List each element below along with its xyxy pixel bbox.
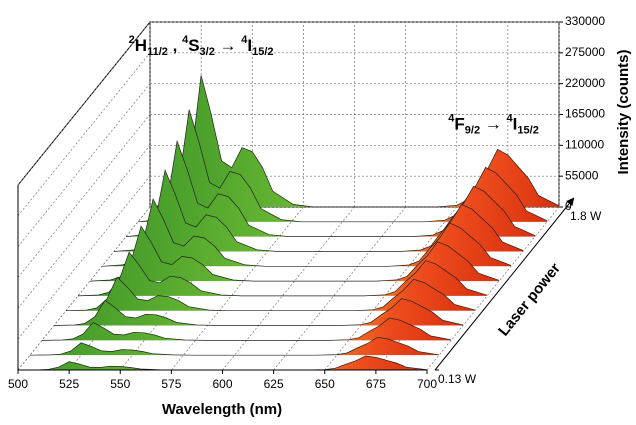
- x-tick-label: 500: [8, 377, 28, 391]
- annotation-part: 9/2: [465, 125, 480, 137]
- depth-tick-label: 1.8 W: [570, 209, 602, 223]
- grid-line: [17, 145, 151, 309]
- annotation-part: I: [247, 37, 252, 56]
- x-tick-label: 650: [315, 377, 335, 391]
- trace: [149, 75, 560, 208]
- grid-line: [17, 114, 151, 278]
- trace: [125, 139, 536, 237]
- trace-fill: [114, 170, 523, 252]
- x-tick-label: 600: [212, 377, 232, 391]
- grid-line: [324, 206, 458, 371]
- annotation-part: 4: [241, 34, 248, 46]
- x-tick-label: 700: [417, 377, 437, 391]
- x-tick-label: 675: [366, 377, 386, 391]
- annotation-part: 2: [129, 34, 135, 46]
- grid-line: [17, 21, 151, 186]
- z-tick-label: 110000: [565, 138, 604, 152]
- trace: [65, 276, 476, 312]
- grid-line: [426, 206, 560, 371]
- trace-fill: [66, 277, 475, 311]
- annotation-part: 4: [507, 113, 514, 125]
- grid-line: [222, 206, 355, 371]
- trace-fill: [18, 356, 427, 370]
- annotation-part: 15/2: [517, 125, 538, 137]
- trace-fill: [78, 252, 487, 296]
- x-tick-label: 575: [161, 377, 181, 391]
- annotation-part: 4: [448, 113, 455, 125]
- depth-axis: [434, 197, 575, 371]
- trace-fill: [54, 298, 463, 326]
- grid-line: [273, 206, 406, 371]
- annotation-part: ,: [168, 37, 182, 56]
- annotation-part: →: [480, 115, 506, 134]
- z-tick-label: 275000: [565, 45, 605, 59]
- trace: [29, 336, 440, 356]
- trace-fill: [138, 109, 547, 222]
- x-axis-label: Wavelength (nm): [162, 401, 282, 418]
- annotation: 2H11/2 , 4S3/2 → 4I15/2: [129, 34, 274, 58]
- trace: [77, 251, 488, 297]
- trace-fill: [30, 337, 439, 356]
- x-tick-label: 625: [264, 377, 284, 391]
- annotation-part: 11/2: [147, 46, 168, 58]
- z-tick-label: 220000: [565, 76, 605, 90]
- trace-fill: [150, 75, 559, 207]
- trace: [113, 168, 524, 252]
- annotation-part: F: [454, 115, 464, 134]
- trace: [89, 225, 500, 282]
- annotation-part: 15/2: [252, 46, 273, 58]
- trace-fill: [126, 141, 535, 237]
- x-tick-label: 525: [59, 377, 79, 391]
- annotation: 4F9/2 → 4I15/2: [448, 113, 539, 137]
- annotation-part: →: [215, 37, 241, 56]
- z-tick-label: 55000: [565, 168, 599, 182]
- trace-fill: [90, 226, 499, 282]
- z-axis-label: Intensity (counts): [615, 49, 632, 174]
- annotation-part: 3/2: [200, 46, 215, 58]
- grid-line: [17, 206, 151, 371]
- trace: [137, 109, 548, 223]
- depth-axis-label: Laser power: [495, 260, 564, 339]
- annotation-part: H: [135, 37, 147, 56]
- annotation-part: 4: [182, 34, 189, 46]
- grid-line: [17, 83, 151, 247]
- trace-fill: [42, 317, 451, 341]
- annotation-part: I: [513, 115, 518, 134]
- depth-tick-label: 0.13 W: [438, 372, 477, 386]
- grid-line: [17, 175, 151, 340]
- x-tick-label: 550: [110, 377, 130, 391]
- trace: [101, 197, 512, 267]
- trace-fill: [102, 199, 511, 267]
- z-tick-label: 165000: [565, 107, 605, 121]
- grid-line: [171, 206, 304, 371]
- z-tick-label: 330000: [565, 14, 605, 28]
- trace: [53, 298, 464, 326]
- trace: [41, 317, 452, 341]
- annotation-part: S: [188, 37, 199, 56]
- grid-line: [17, 52, 151, 217]
